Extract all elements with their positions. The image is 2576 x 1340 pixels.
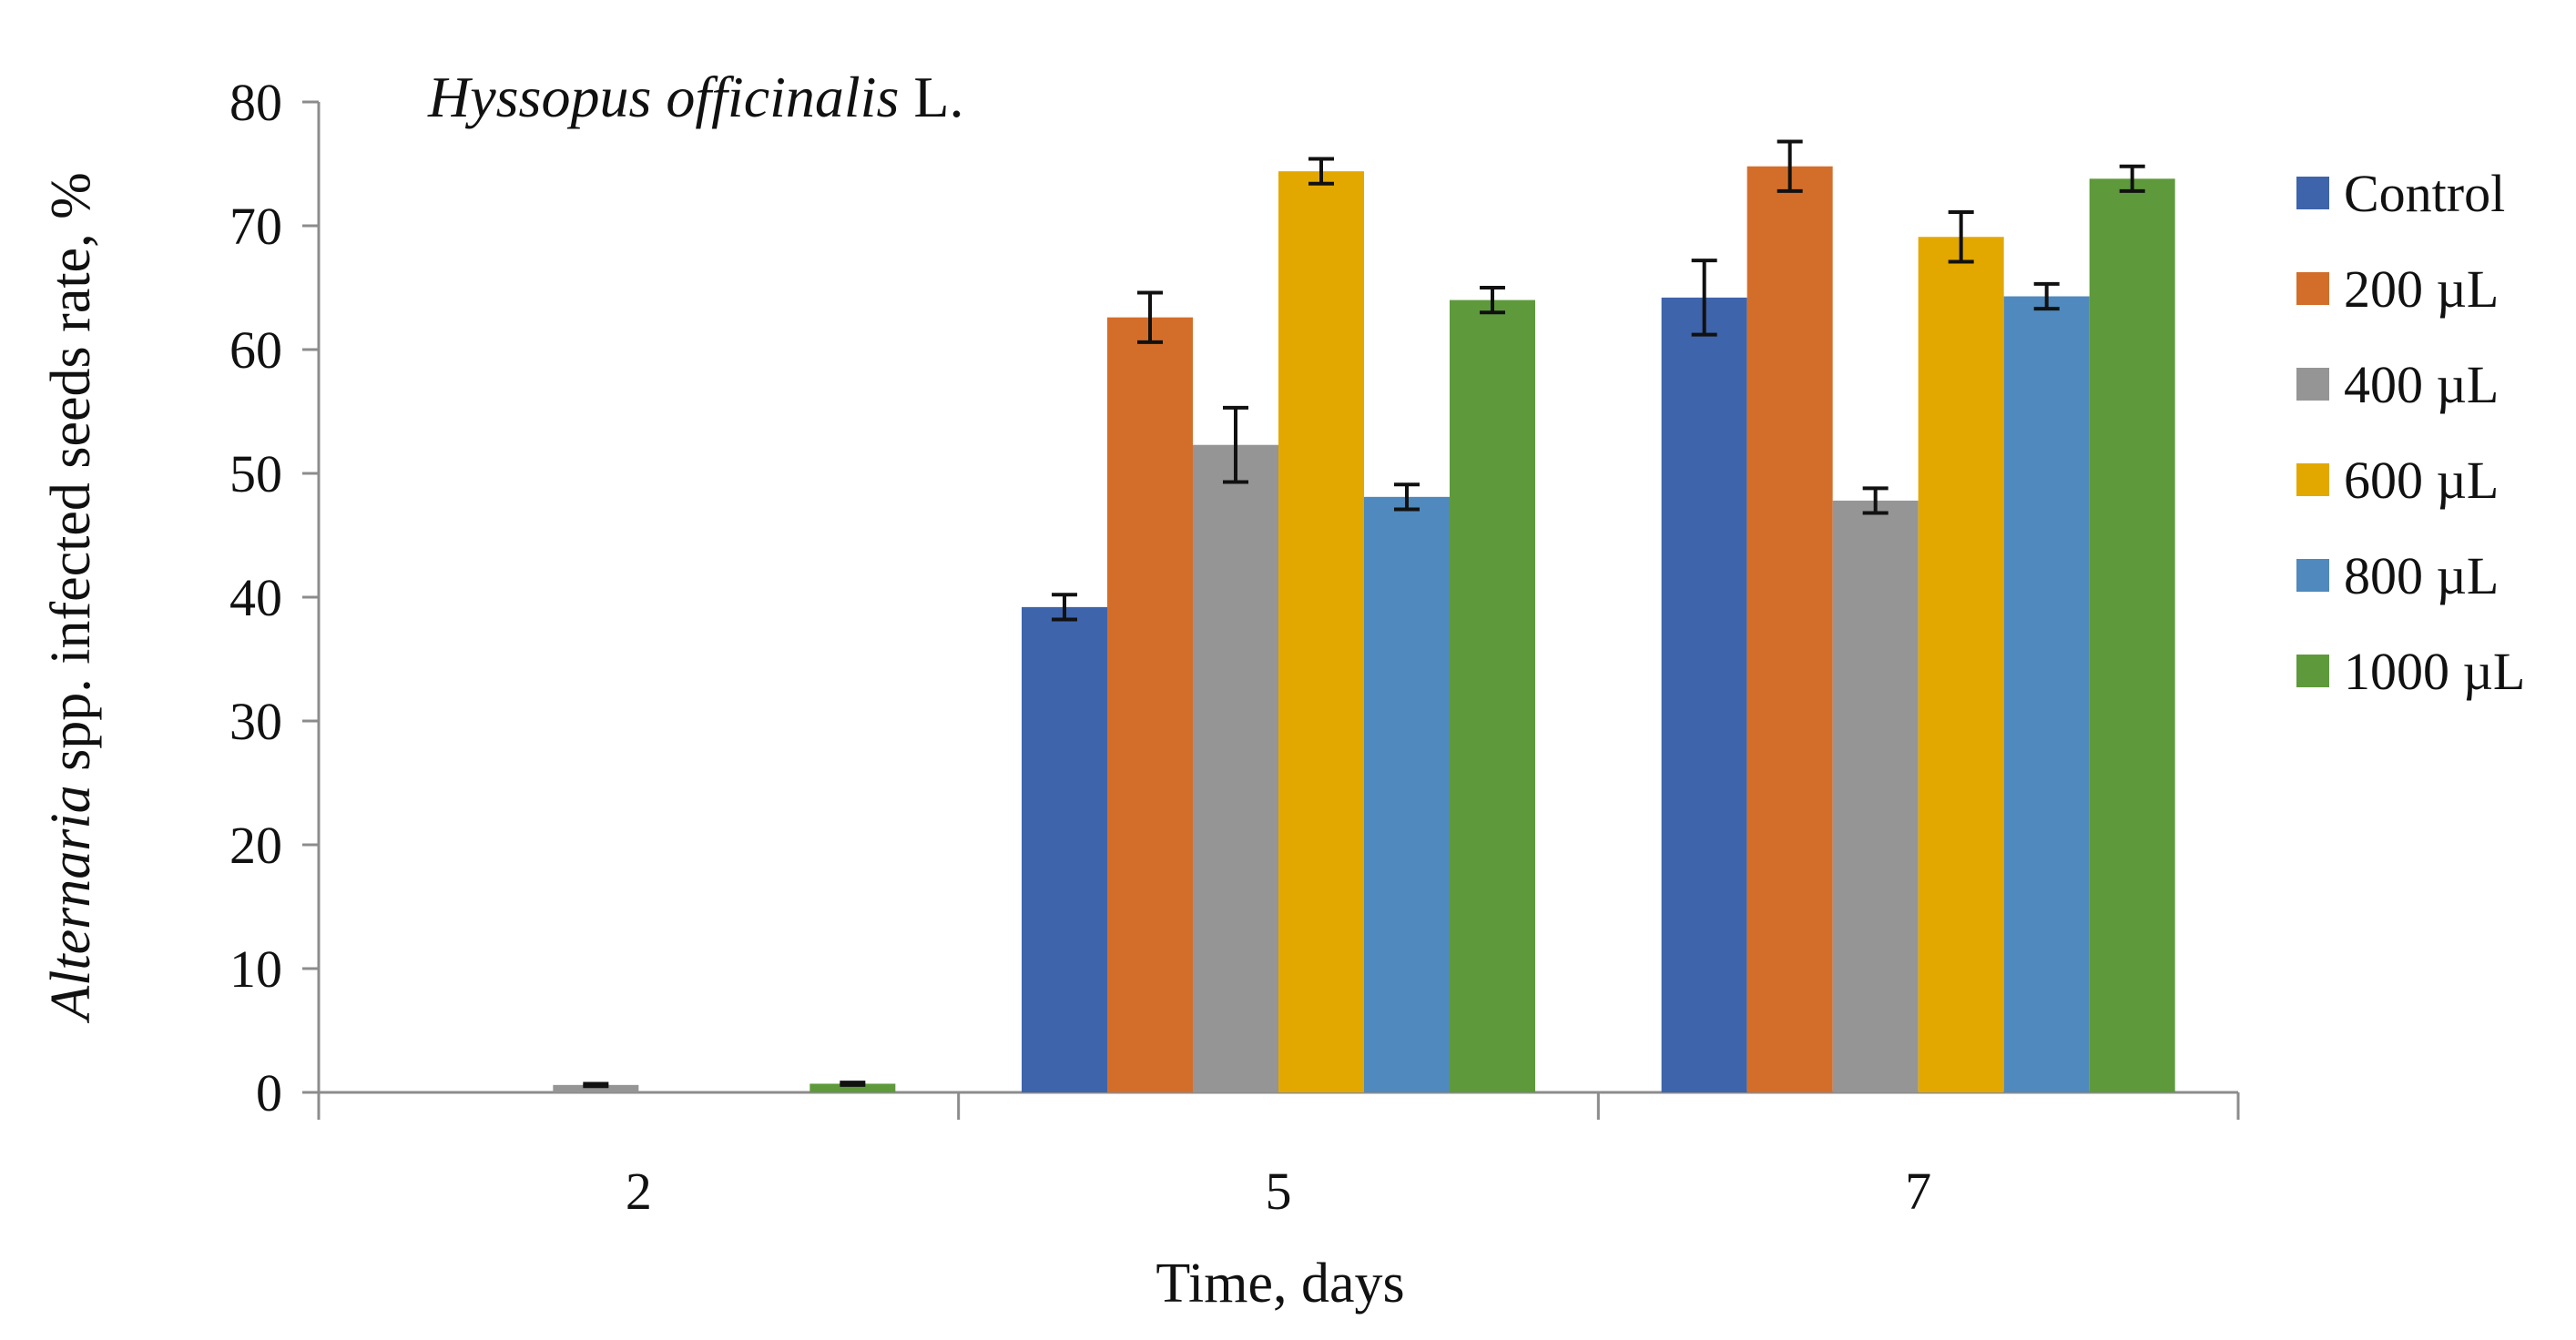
- y-tick-label: 10: [229, 939, 282, 999]
- y-tick-label: 0: [256, 1063, 282, 1122]
- legend-swatch: [2296, 272, 2329, 305]
- chart-title-normal: L.: [899, 65, 963, 129]
- y-axis: 0 10 20 30 40 50 60 70 80: [229, 73, 321, 1122]
- bar: [1278, 171, 1364, 1092]
- chart-title-italic: Hyssopus officinalis: [427, 65, 899, 129]
- legend-label: 800 µL: [2344, 546, 2499, 605]
- legend-item: 600 µL: [2296, 451, 2499, 510]
- y-axis-title-italic: Alternaria: [40, 785, 102, 1023]
- y-axis-title: Alternaria spp. infected seeds rate, %: [40, 172, 102, 1023]
- legend-swatch: [2296, 559, 2329, 592]
- x-tick-label: 7: [1905, 1162, 1931, 1221]
- x-axis: 2 5 7: [317, 1091, 2240, 1221]
- y-tick-label: 60: [229, 320, 282, 380]
- legend-item: 400 µL: [2296, 355, 2499, 414]
- y-tick-label: 40: [229, 568, 282, 627]
- legend: Control 200 µL 400 µL 600 µL 800 µL 1000 µL: [2296, 164, 2525, 701]
- bar: [1107, 317, 1193, 1092]
- bar: [2003, 296, 2090, 1092]
- bar: [1450, 299, 1535, 1093]
- y-tick-label: 20: [229, 816, 282, 875]
- legend-label: Control: [2344, 164, 2505, 223]
- y-tick-label: 70: [229, 197, 282, 256]
- y-tick-label: 80: [229, 73, 282, 132]
- legend-item: 800 µL: [2296, 546, 2499, 605]
- legend-swatch: [2296, 368, 2329, 401]
- y-tick-label: 30: [229, 692, 282, 751]
- legend-swatch: [2296, 177, 2329, 209]
- bar: [1022, 606, 1107, 1092]
- x-tick-label: 2: [626, 1162, 652, 1221]
- legend-label: 600 µL: [2344, 451, 2499, 510]
- bar: [1364, 496, 1450, 1092]
- legend-item: 200 µL: [2296, 259, 2499, 319]
- y-tick-label: 50: [229, 444, 282, 503]
- x-tick-label: 5: [1266, 1162, 1292, 1221]
- x-axis-title: Time, days: [1156, 1253, 1404, 1315]
- bar: [1746, 166, 1833, 1093]
- bar: [2089, 178, 2175, 1092]
- bar: [1832, 500, 1919, 1092]
- legend-swatch: [2296, 655, 2329, 687]
- legend-label: 200 µL: [2344, 259, 2499, 319]
- bars: [553, 139, 2175, 1093]
- chart-title: Hyssopus officinalis L.: [427, 65, 963, 129]
- bar: [553, 1084, 639, 1092]
- legend-label: 400 µL: [2344, 355, 2499, 414]
- bar: [809, 1083, 896, 1092]
- legend-swatch: [2296, 463, 2329, 496]
- legend-item: 1000 µL: [2296, 642, 2525, 701]
- bar: [1193, 444, 1278, 1093]
- bar: [1918, 237, 2004, 1092]
- legend-label: 1000 µL: [2344, 642, 2525, 701]
- legend-item: Control: [2296, 164, 2505, 223]
- bar: [1661, 297, 1747, 1092]
- y-axis-title-normal: spp. infected seeds rate, %: [40, 172, 102, 785]
